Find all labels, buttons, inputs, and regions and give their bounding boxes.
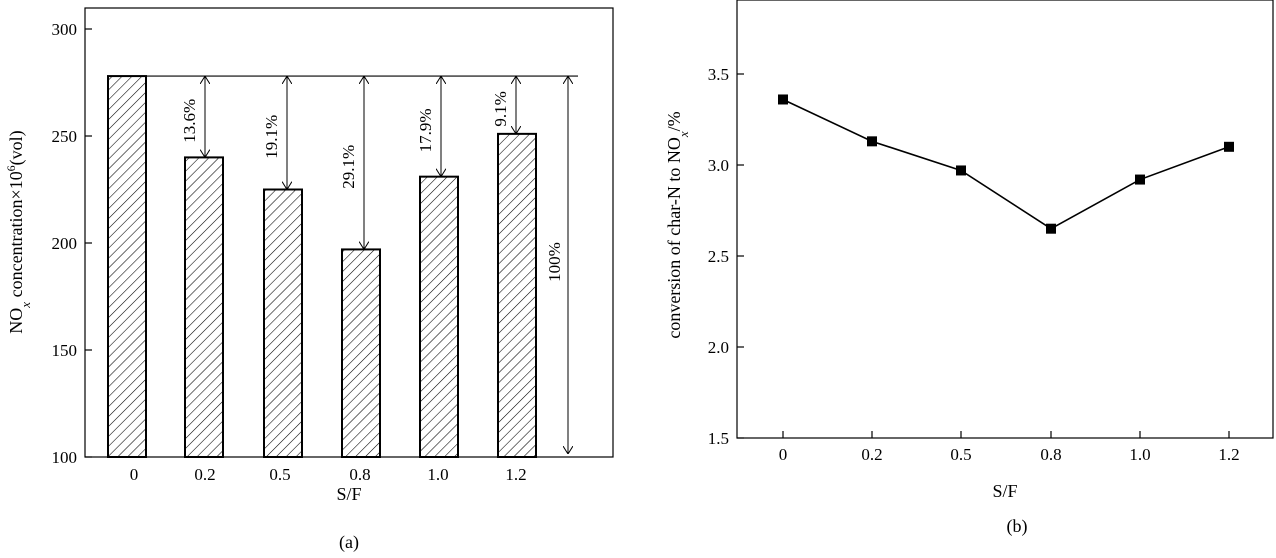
chart-a-reduction-label: 13.6% — [180, 99, 199, 143]
chart-a-y-tick-label: 100 — [52, 448, 78, 467]
chart-a-bars — [107, 75, 537, 459]
chart-a-bar — [107, 75, 147, 459]
chart-b-x-axis: 0 0.2 0.5 0.8 1.0 1.2 — [779, 431, 1240, 464]
chart-b-point — [956, 165, 966, 176]
chart-b-y-label: conversion of char-N to NOx/% — [664, 111, 691, 338]
chart-a-y-label: NOx concentration×106(vol) — [4, 130, 33, 333]
chart-b-x-tick-label: 0 — [779, 445, 788, 464]
chart-a-bar — [341, 248, 381, 458]
chart-a-bar — [263, 188, 303, 458]
chart-b-x-tick-label: 1.0 — [1129, 445, 1150, 464]
chart-b-caption: (b) — [1007, 516, 1028, 537]
chart-b-y-tick-label: 3.0 — [708, 156, 729, 175]
chart-b-point — [1135, 174, 1145, 185]
chart-a-reduction-label: 19.1% — [262, 115, 281, 159]
chart-b-frame — [736, 0, 1274, 439]
chart-a-x-tick-label: 0.2 — [194, 465, 215, 484]
chart-b: 1.5 2.0 2.5 3.0 3.5 0 0.2 0.5 0.8 1.0 1.2 S/F con… — [664, 0, 1274, 537]
chart-a-reduction-label: 17.9% — [416, 108, 435, 152]
chart-a-reduction-label: 9.1% — [491, 91, 510, 126]
chart-a-baseline-label: 100% — [545, 242, 564, 282]
chart-a-x-axis: 0 0.2 0.5 0.8 1.0 1.2 — [130, 465, 527, 484]
chart-a-bar — [497, 132, 537, 459]
chart-b-point — [778, 94, 788, 105]
chart-b-x-tick-label: 0.8 — [1040, 445, 1061, 464]
chart-b-y-tick-label: 2.0 — [708, 338, 729, 357]
chart-a-reduction-arrows: 13.6% 19.1% 29.1% 17.9% 9.1% 100% — [180, 76, 568, 454]
chart-b-x-tick-label: 0.2 — [861, 445, 882, 464]
chart-b-y-tick-label: 2.5 — [708, 247, 729, 266]
chart-a-bar — [419, 175, 459, 458]
chart-a-y-axis: 100 150 200 250 300 — [52, 20, 92, 467]
chart-b-x-label: S/F — [992, 481, 1017, 501]
chart-a-x-tick-label: 0.5 — [269, 465, 290, 484]
chart-a-caption: (a) — [339, 532, 359, 553]
chart-a-reduction-label: 29.1% — [339, 145, 358, 189]
chart-b-point — [867, 136, 877, 147]
chart-b-x-tick-label: 1.2 — [1218, 445, 1239, 464]
chart-a-x-tick-label: 0.8 — [349, 465, 370, 484]
chart-a-x-tick-label: 1.0 — [427, 465, 448, 484]
chart-a-x-tick-label: 1.2 — [505, 465, 526, 484]
chart-a-x-tick-label: 0 — [130, 465, 139, 484]
chart-b-points — [778, 94, 1234, 234]
chart-b-x-tick-label: 0.5 — [950, 445, 971, 464]
chart-a-y-tick-label: 300 — [52, 20, 78, 39]
chart-b-point — [1046, 223, 1056, 234]
chart-b-y-tick-label: 3.5 — [708, 65, 729, 84]
chart-a-bar — [184, 156, 224, 458]
chart-a-y-tick-label: 150 — [52, 341, 78, 360]
chart-a: 100 150 200 250 300 13.6% 19.1% 29.1% 17.9% 9.1%… — [4, 7, 614, 553]
chart-a-y-tick-label: 250 — [52, 127, 78, 146]
chart-b-y-axis: 1.5 2.0 2.5 3.0 3.5 — [708, 65, 744, 448]
chart-a-y-tick-label: 200 — [52, 234, 78, 253]
chart-b-y-tick-label: 1.5 — [708, 429, 729, 448]
chart-b-series-line — [782, 98, 1230, 230]
chart-b-point — [1224, 141, 1234, 152]
chart-a-x-label: S/F — [336, 484, 361, 504]
